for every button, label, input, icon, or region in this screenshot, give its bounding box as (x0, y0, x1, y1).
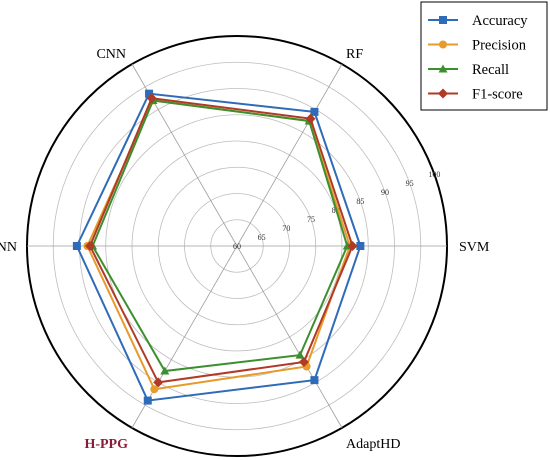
axis-label-svm: SVM (459, 240, 490, 255)
legend-marker (439, 40, 447, 49)
data-point-recall (160, 366, 170, 375)
data-point-accuracy (310, 107, 319, 116)
axis-label-h-ppg: H-PPG (84, 437, 128, 452)
data-point-f1-score (153, 377, 164, 388)
radial-tick-label: 100 (428, 170, 440, 179)
data-point-f1-score (85, 241, 95, 251)
data-point-accuracy (356, 242, 365, 250)
axis-label-adapthd: AdaptHD (346, 437, 400, 452)
data-point-accuracy (143, 396, 152, 405)
legend-item-precision: Precision (428, 38, 527, 54)
legend-label-precision: Precision (472, 38, 527, 54)
legend-label-recall: Recall (472, 62, 509, 78)
radial-tick-label: 70 (282, 224, 290, 233)
data-point-f1-score (298, 356, 309, 367)
radial-tick-label: 60 (233, 242, 241, 251)
radial-tick-label: 75 (307, 215, 315, 224)
series-accuracy (72, 89, 365, 405)
data-point-f1-score (347, 241, 358, 251)
radial-tick-label: 85 (356, 197, 364, 206)
legend-marker (439, 16, 447, 24)
legend-marker (438, 64, 448, 73)
data-point-f1-score (146, 93, 157, 104)
axis-labels: SVM RF CNN RNN H-PPG AdaptHD (0, 47, 490, 452)
axis-label-rf: RF (346, 47, 363, 62)
legend-label-f1-score: F1-score (472, 87, 523, 103)
legend: Accuracy Precision Recall F1-score (420, 1, 548, 111)
data-point-recall (295, 350, 305, 359)
radar-spoke (236, 63, 343, 247)
series-line-f1-score (88, 97, 354, 384)
data-point-accuracy (310, 376, 319, 385)
legend-item-f1-score: F1-score (428, 87, 523, 103)
axis-label-cnn: CNN (96, 47, 126, 62)
axis-label-rnn: RNN (0, 240, 17, 255)
legend-item-recall: Recall (428, 62, 509, 78)
data-point-accuracy (145, 89, 154, 98)
series-group (72, 89, 365, 405)
data-point-precision (150, 385, 159, 394)
legend-marker (438, 88, 448, 99)
legend-label-accuracy: Accuracy (472, 13, 528, 29)
legend-item-accuracy: Accuracy (428, 13, 528, 29)
series-f1-score (85, 93, 358, 388)
data-point-f1-score (305, 113, 316, 124)
radial-tick-label: 95 (406, 179, 414, 188)
data-point-accuracy (72, 242, 81, 250)
series-line-recall (91, 99, 349, 373)
radial-tick-label: 65 (258, 233, 266, 242)
radar-spoke (236, 245, 343, 429)
radial-tick-label: 90 (381, 188, 389, 197)
